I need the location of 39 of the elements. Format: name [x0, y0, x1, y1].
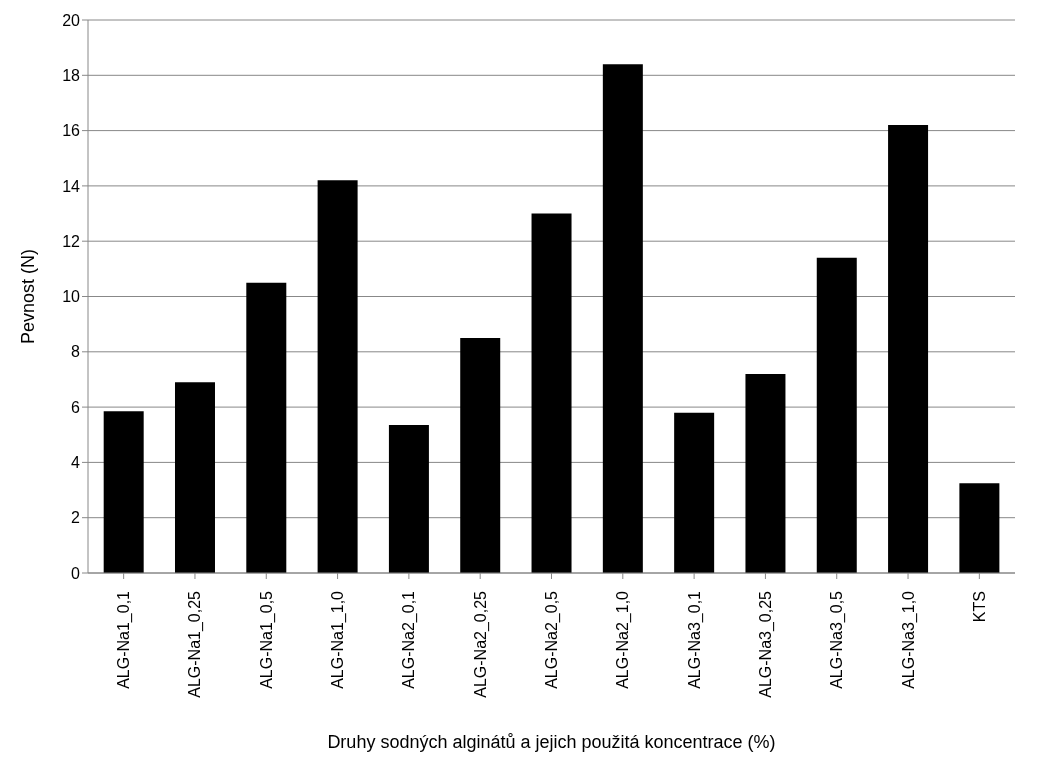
x-tick-label: ALG-Na1_1,0: [329, 590, 348, 689]
x-tick-label: ALG-Na3_0,5: [828, 590, 847, 689]
x-tick-label: ALG-Na2_0,25: [471, 590, 490, 698]
bar: [959, 483, 1000, 573]
bar: [816, 257, 857, 573]
x-tick-label: ALG-Na1_0,25: [186, 590, 205, 698]
y-tick-label: 18: [62, 66, 81, 84]
y-tick-label: 0: [71, 564, 81, 582]
bar: [103, 411, 144, 573]
x-tick-label: ALG-Na2_1,0: [614, 590, 633, 689]
x-tick-label: KTS: [970, 591, 988, 623]
x-tick-label: ALG-Na3_0,25: [756, 590, 775, 698]
bar: [674, 412, 715, 573]
y-tick-label: 4: [71, 454, 81, 472]
bar: [246, 282, 287, 573]
x-tick-label: ALG-Na3_1,0: [899, 590, 918, 689]
x-tick-label: ALG-Na2_0,5: [543, 590, 561, 689]
x-tick-label: ALG-Na1_0,5: [257, 590, 276, 689]
y-tick-label: 8: [71, 343, 81, 361]
y-tick-label: 14: [62, 177, 81, 195]
y-tick-label: 2: [71, 509, 81, 527]
y-tick-label: 16: [62, 122, 81, 140]
x-tick-label: ALG-Na3_0,1: [685, 590, 704, 689]
bar: [317, 180, 358, 573]
x-axis-title: Druhy sodných alginátů a jejich použitá koncentrace (%): [327, 732, 776, 752]
bar: [388, 425, 429, 573]
bar: [531, 213, 572, 573]
x-tick-label: ALG-Na1_0,1: [115, 590, 134, 689]
y-axis-title: Pevnost (N): [18, 248, 39, 345]
x-tick-label: ALG-Na2_0,1: [400, 590, 419, 689]
y-tick-label: 20: [62, 11, 81, 29]
bar: [745, 373, 786, 573]
bar: [460, 337, 501, 573]
y-tick-label: 6: [71, 398, 81, 416]
bar: [888, 125, 929, 573]
bar: [602, 64, 643, 573]
bar: [175, 382, 215, 573]
y-tick-label: 10: [62, 288, 81, 306]
y-tick-label: 12: [62, 232, 81, 250]
